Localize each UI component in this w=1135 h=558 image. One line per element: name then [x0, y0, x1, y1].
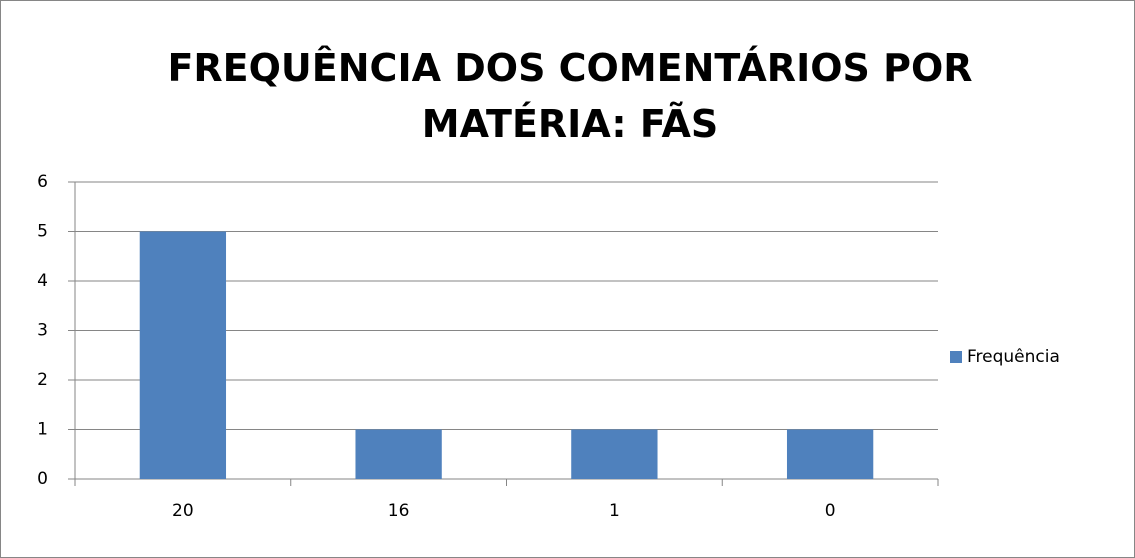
legend-swatch — [950, 351, 962, 363]
x-tick-label: 1 — [609, 501, 620, 521]
y-tick-label: 6 — [37, 172, 48, 192]
y-tick-label: 0 — [37, 469, 48, 489]
x-tick-label: 16 — [388, 501, 410, 521]
y-tick-label: 1 — [37, 420, 48, 440]
y-tick-label: 4 — [37, 271, 48, 291]
bar — [139, 231, 227, 479]
chart-title: FREQUÊNCIA DOS COMENTÁRIOS POR MATÉRIA: … — [167, 46, 973, 146]
bar — [355, 429, 442, 479]
bar — [571, 429, 658, 479]
legend-label: Frequência — [967, 347, 1060, 367]
y-tick-label: 2 — [37, 370, 48, 390]
x-tick-label: 20 — [172, 501, 194, 521]
y-tick-label: 5 — [37, 222, 48, 242]
x-tick-label: 0 — [825, 501, 836, 521]
y-tick-label: 3 — [37, 321, 48, 341]
bar — [786, 429, 874, 479]
